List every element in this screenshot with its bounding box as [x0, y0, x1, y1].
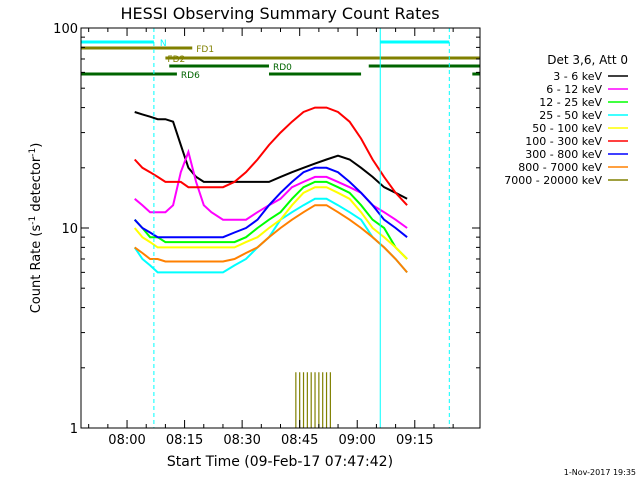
series-line-2 — [133, 180, 408, 260]
y-axis-label-part1: Count Rate (s — [29, 225, 44, 314]
chart-title: HESSI Observing Summary Count Rates — [120, 4, 439, 23]
y-tick-label-0: 1 — [70, 422, 78, 437]
y-axis-label-part3: ) — [29, 143, 44, 148]
series-line-6 — [133, 166, 408, 239]
footer-timestamp: 1-Nov-2017 19:35 — [564, 468, 636, 477]
x-tick-label-1: 08:15 — [166, 433, 203, 448]
x-tick-label-4: 09:00 — [338, 433, 375, 448]
legend-label-5: 100 - 300 keV — [525, 135, 602, 148]
flag-label-n: N — [160, 39, 167, 49]
series-line-5 — [133, 106, 408, 206]
legend-label-3: 25 - 50 keV — [539, 109, 602, 122]
y-tick-label-1: 10 — [61, 222, 78, 237]
series-line-1 — [134, 148, 408, 229]
series-layer — [133, 106, 408, 428]
x-tick-label-3: 08:45 — [281, 433, 318, 448]
legend-label-8: 7000 - 20000 keV — [504, 174, 602, 187]
series-line-7 — [134, 204, 408, 274]
y-axis-label-sup1: -1 — [28, 216, 38, 225]
series-line-3 — [133, 197, 408, 274]
series-line-0 — [134, 111, 408, 200]
axes: 08:00 08:15 08:30 08:45 09:00 09:15 1 10 100 — [53, 22, 480, 448]
legend-label-0: 3 - 6 keV — [553, 70, 602, 83]
legend-label-6: 300 - 800 keV — [525, 148, 602, 161]
flag-label-fd1: FD1 — [196, 45, 214, 55]
x-tick-label-2: 08:30 — [223, 433, 260, 448]
x-axis-label: Start Time (09-Feb-17 07:47:42) — [167, 454, 393, 470]
y-axis-label-part2: detector — [29, 156, 44, 216]
flag-label-fd2: FD2 — [167, 55, 185, 65]
legend-label-2: 12 - 25 keV — [539, 96, 602, 109]
legend-label-1: 6 - 12 keV — [546, 83, 602, 96]
series-line-4 — [133, 186, 408, 260]
y-axis-label: Count Rate (s-1 detector-1) — [28, 143, 44, 314]
flag-label-rd0: RD0 — [273, 63, 292, 73]
flag-label-rd6: RD6 — [181, 71, 200, 81]
y-tick-label-2: 100 — [53, 22, 78, 37]
legend-header: Det 3,6, Att 0 — [547, 53, 628, 67]
legend-label-4: 50 - 100 keV — [532, 122, 602, 135]
x-tick-label-0: 08:00 — [108, 433, 145, 448]
legend-label-7: 800 - 7000 keV — [518, 161, 602, 174]
x-tick-label-5: 09:15 — [396, 433, 433, 448]
y-axis-label-sup2: -1 — [28, 148, 38, 157]
flag-bars: N FD1 FD2 RD0 RD6 — [81, 39, 480, 81]
saa-vlines — [153, 28, 450, 428]
